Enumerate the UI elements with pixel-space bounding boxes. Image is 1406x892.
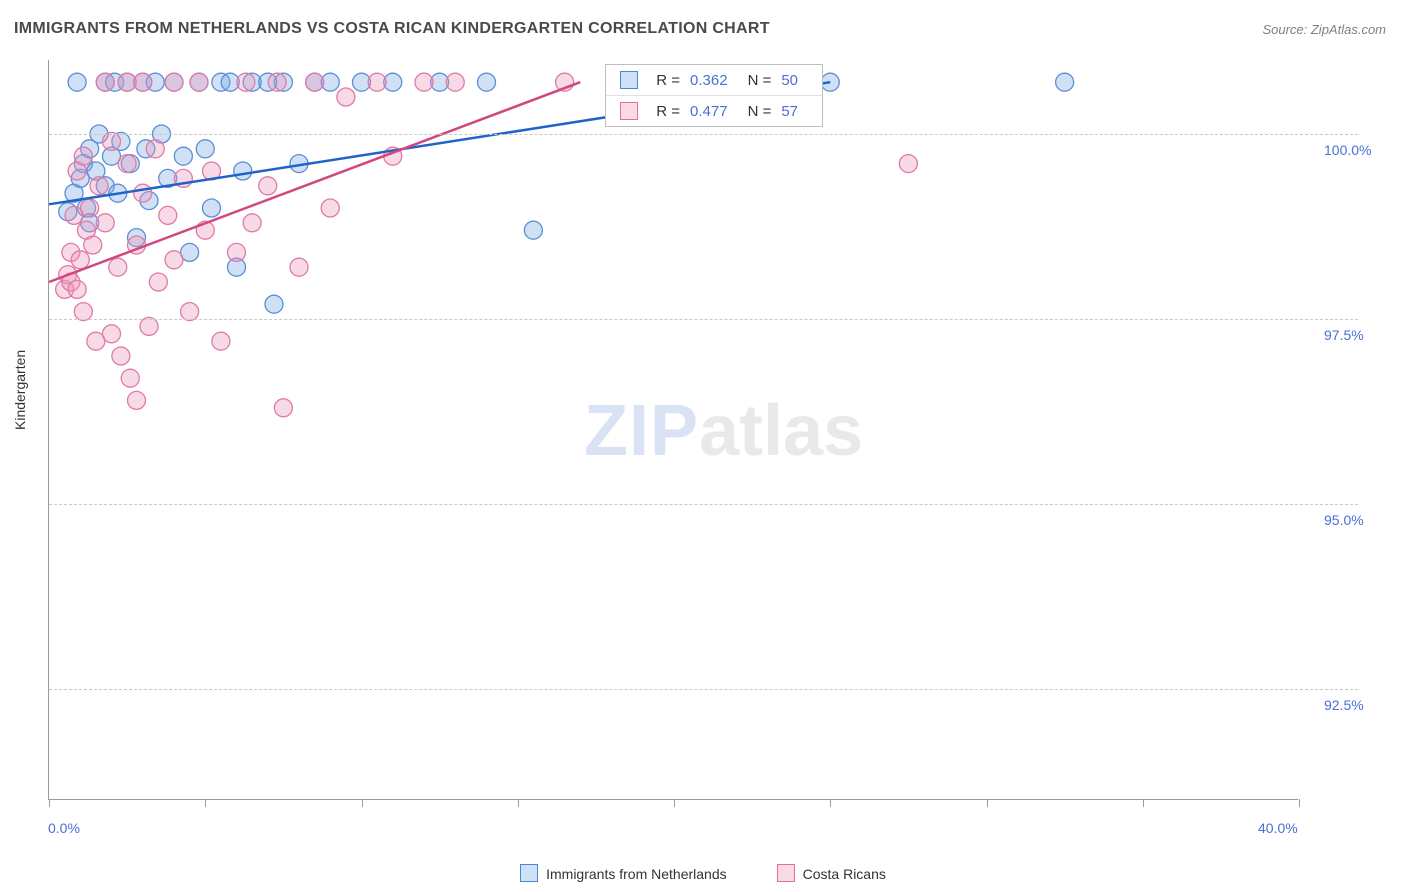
x-tick [1143,799,1144,807]
data-point [74,303,92,321]
data-point [306,73,324,91]
data-point [259,177,277,195]
data-point [321,199,339,217]
plot-area: ZIPatlas R =0.362N =50R =0.477N =57 100.… [48,60,1298,800]
legend-label: Costa Ricans [803,866,886,882]
chart-stats-legend: R = 0.362 N = 50 R = 0.477 N = 57 [605,64,823,127]
chart-title: IMMIGRANTS FROM NETHERLANDS VS COSTA RIC… [14,20,770,38]
swatch-icon [777,864,795,882]
x-max-label: 40.0% [1258,820,1298,836]
n-value: 57 [781,103,798,120]
data-point [165,251,183,269]
data-point [190,73,208,91]
swatch-icon [620,71,638,89]
data-point [81,199,99,217]
r-label: R = [656,72,680,89]
swatch-icon [520,864,538,882]
data-point [71,251,89,269]
data-point [68,280,86,298]
data-point [243,214,261,232]
data-point [196,140,214,158]
data-point [96,73,114,91]
y-tick-label: 97.5% [1324,327,1364,343]
grid-line [49,504,1358,505]
data-point [103,325,121,343]
x-tick [49,799,50,807]
data-point [265,295,283,313]
data-point [337,88,355,106]
chart-source: Source: ZipAtlas.com [1262,22,1386,37]
data-point [68,73,86,91]
legend-item: Immigrants from Netherlands [520,864,727,882]
y-axis-label: Kindergarten [12,350,28,430]
grid-line [49,134,1358,135]
data-point [121,369,139,387]
data-point [134,73,152,91]
n-label: N = [748,103,772,120]
legend-item: Costa Ricans [777,864,886,882]
y-tick-label: 95.0% [1324,512,1364,528]
x-tick [987,799,988,807]
data-point [212,332,230,350]
data-point [899,155,917,173]
data-point [112,347,130,365]
data-point [203,199,221,217]
data-point [290,258,308,276]
data-point [159,206,177,224]
trend-line [49,82,580,282]
data-point [118,155,136,173]
data-point [181,303,199,321]
swatch-icon [620,102,638,120]
x-tick [362,799,363,807]
data-point [237,73,255,91]
data-point [149,273,167,291]
n-label: N = [748,72,772,89]
x-tick [830,799,831,807]
data-point [368,73,386,91]
x-tick [205,799,206,807]
data-point [1056,73,1074,91]
data-point [109,258,127,276]
data-point [140,317,158,335]
r-value: 0.362 [690,72,728,89]
data-point [415,73,433,91]
y-tick-label: 100.0% [1324,142,1371,158]
data-point [84,236,102,254]
data-point [146,140,164,158]
x-tick [1299,799,1300,807]
x-tick [518,799,519,807]
data-point [128,391,146,409]
x-tick [674,799,675,807]
grid-line [49,319,1358,320]
x-min-label: 0.0% [48,820,80,836]
data-point [90,177,108,195]
r-value: 0.477 [690,103,728,120]
data-point [268,73,286,91]
data-point [134,184,152,202]
data-point [524,221,542,239]
series-legend: Immigrants from Netherlands Costa Ricans [0,864,1406,882]
data-point [274,399,292,417]
data-point [446,73,464,91]
data-point [174,147,192,165]
data-point [228,243,246,261]
data-point [74,147,92,165]
stats-row: R = 0.362 N = 50 [606,65,822,95]
data-point [96,214,114,232]
legend-label: Immigrants from Netherlands [546,866,727,882]
r-label: R = [656,103,680,120]
data-point [234,162,252,180]
data-point [165,73,183,91]
data-point [103,132,121,150]
stats-row: R = 0.477 N = 57 [606,95,822,126]
n-value: 50 [781,72,798,89]
plot-wrap: ZIPatlas R =0.362N =50R =0.477N =57 100.… [48,60,1298,800]
y-tick-label: 92.5% [1324,697,1364,713]
grid-line [49,689,1358,690]
data-point [478,73,496,91]
